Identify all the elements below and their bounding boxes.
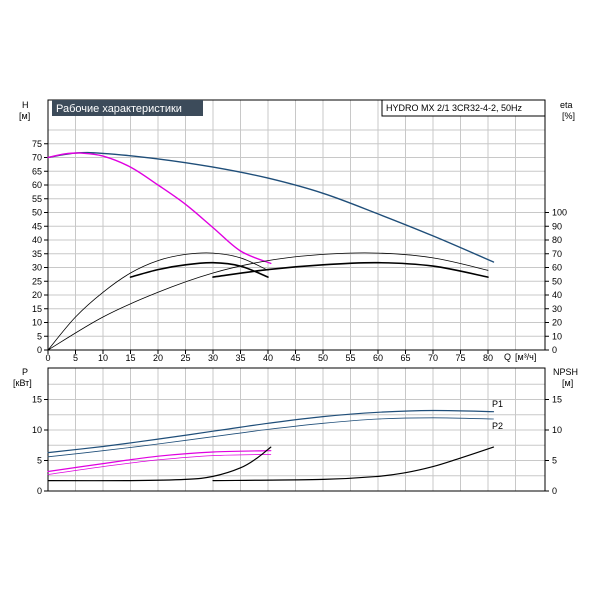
p2-series-label: P2 — [492, 421, 503, 431]
x-tick-label: 0 — [45, 353, 50, 363]
eta-tick-label: 0 — [552, 345, 557, 355]
npsh-axis-label: NPSH — [553, 367, 578, 377]
h-tick-label: 25 — [32, 276, 42, 286]
x-tick-label: 35 — [235, 353, 245, 363]
curve-eta_two_pumps_b — [212, 261, 489, 278]
eta-tick-label: 90 — [552, 221, 562, 231]
npsh-tick-label: 10 — [552, 425, 562, 435]
npsh-tick-label: 0 — [552, 486, 557, 496]
model-title: HYDRO MX 2/1 3CR32-4-2, 50Hz — [386, 103, 523, 113]
curve-P1 — [47, 409, 495, 454]
chart-title-bg — [52, 100, 203, 116]
p-tick-label: 10 — [32, 425, 42, 435]
curve-eta_one_pump_a — [47, 252, 269, 351]
curve-head_one_pump — [47, 152, 272, 265]
h-axis-label: H — [22, 100, 29, 110]
eta-axis-unit: [%] — [562, 111, 575, 121]
p-tick-label: 15 — [32, 395, 42, 405]
p-axis-unit: [кВт] — [13, 378, 32, 388]
curve-P2_one_pump — [47, 454, 272, 475]
eta-tick-label: 10 — [552, 331, 562, 341]
curve-P1_one_pump — [47, 450, 272, 473]
eta-tick-label: 70 — [552, 249, 562, 259]
x-tick-label: 55 — [345, 353, 355, 363]
curve-eta_one_pump_b — [129, 261, 269, 278]
p-tick-label: 5 — [37, 456, 42, 466]
curve-head_two_pumps — [47, 151, 495, 263]
curve-P2 — [47, 417, 494, 458]
x-tick-label: 45 — [290, 353, 300, 363]
h-tick-label: 35 — [32, 249, 42, 259]
eta-tick-label: 60 — [552, 263, 562, 273]
h-tick-label: 55 — [32, 194, 42, 204]
h-tick-label: 15 — [32, 304, 42, 314]
h-tick-label: 0 — [37, 345, 42, 355]
h-axis-unit: [м] — [19, 111, 30, 121]
eta-tick-label: 80 — [552, 235, 562, 245]
q-axis-label: Q — [504, 352, 511, 362]
eta-tick-label: 40 — [552, 290, 562, 300]
top-curves — [47, 151, 495, 351]
top-axis-ticks: 0 5 10 15 20 25 30 35 40 45 50 55 60 65 70 75 80 0 5 10 15 20… — [32, 139, 567, 363]
x-tick-label: 65 — [400, 353, 410, 363]
npsh-tick-label: 15 — [552, 395, 562, 405]
npsh-axis-unit: [м] — [562, 378, 573, 388]
x-tick-label: 75 — [455, 353, 465, 363]
bottom-axis-ticks: 0 5 10 15 0 5 10 15 — [32, 395, 562, 497]
npsh-tick-label: 5 — [552, 456, 557, 466]
eta-tick-label: 20 — [552, 318, 562, 328]
x-tick-label: 10 — [98, 353, 108, 363]
h-tick-label: 45 — [32, 221, 42, 231]
x-tick-label: 80 — [483, 353, 493, 363]
x-tick-label: 60 — [373, 353, 383, 363]
h-tick-label: 40 — [32, 235, 42, 245]
curve-npsh_two_pumps — [212, 446, 495, 482]
bottom-grid — [48, 368, 545, 491]
x-tick-label: 5 — [73, 353, 78, 363]
curve-npsh_one_pump — [47, 446, 272, 482]
x-tick-label: 30 — [208, 353, 218, 363]
eta-tick-label: 50 — [552, 276, 562, 286]
h-tick-label: 5 — [37, 331, 42, 341]
x-tick-label: 40 — [263, 353, 273, 363]
model-title-bg — [381, 99, 546, 117]
h-tick-label: 65 — [32, 166, 42, 176]
x-tick-label: 50 — [318, 353, 328, 363]
chart-title: Рабочие характеристики — [56, 103, 182, 115]
p-tick-label: 0 — [37, 486, 42, 496]
h-tick-label: 70 — [32, 153, 42, 163]
p-axis-label: P — [22, 367, 28, 377]
bottom-curves — [47, 409, 495, 482]
h-tick-label: 10 — [32, 318, 42, 328]
x-tick-label: 25 — [180, 353, 190, 363]
x-tick-label: 15 — [125, 353, 135, 363]
x-tick-label: 70 — [428, 353, 438, 363]
h-tick-label: 75 — [32, 139, 42, 149]
curve-eta_two_pumps_a — [47, 252, 489, 351]
top-plot-frame — [47, 99, 546, 351]
h-tick-label: 50 — [32, 208, 42, 218]
eta-axis-label: eta — [560, 100, 573, 110]
h-tick-label: 30 — [32, 263, 42, 273]
p1-series-label: P1 — [492, 399, 503, 409]
top-grid — [48, 100, 545, 350]
q-axis-unit: [м³/ч] — [515, 352, 536, 362]
h-tick-label: 20 — [32, 290, 42, 300]
eta-tick-label: 100 — [552, 208, 567, 218]
x-tick-label: 20 — [153, 353, 163, 363]
h-tick-label: 60 — [32, 180, 42, 190]
eta-tick-label: 30 — [552, 304, 562, 314]
